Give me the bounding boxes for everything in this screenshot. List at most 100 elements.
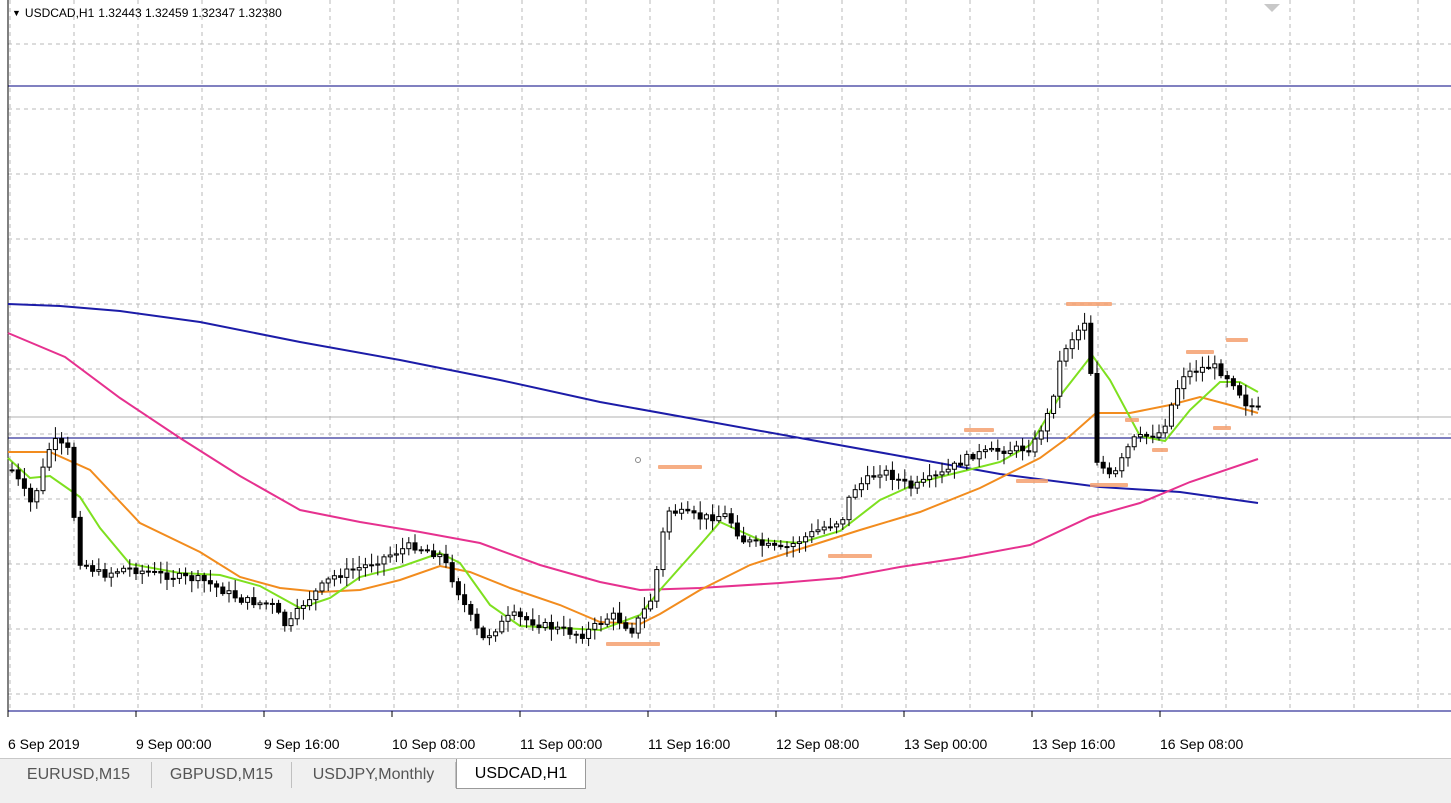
- x-axis-label: 13 Sep 16:00: [1032, 736, 1116, 752]
- candle-body: [133, 567, 139, 575]
- candle-body: [945, 468, 951, 473]
- candle-body: [586, 628, 592, 639]
- price-label-mark: [658, 465, 702, 469]
- candle-body: [555, 626, 561, 630]
- candle-body: [697, 512, 703, 520]
- chart-header: ▼ USDCAD,H1 1.32443 1.32459 1.32347 1.32…: [12, 6, 282, 20]
- candle-body: [1020, 445, 1026, 452]
- tab-usdcad-h1[interactable]: USDCAD,H1: [456, 759, 586, 789]
- chart-canvas[interactable]: 6 Sep 2019 9 Sep 00:00 9 Sep 16:00 10 Sep 0…: [0, 0, 1451, 760]
- candle-body: [598, 622, 604, 625]
- candle-body: [610, 612, 616, 620]
- candle-body: [548, 621, 554, 630]
- candle-body: [307, 599, 313, 607]
- candle-body: [796, 541, 802, 545]
- candle-body: [437, 553, 443, 558]
- candle-body: [263, 602, 269, 605]
- candle-body: [1113, 470, 1119, 475]
- tab-usdjpy-monthly[interactable]: USDJPY,Monthly: [292, 762, 456, 788]
- candle-body: [1007, 450, 1013, 454]
- candle-body: [995, 447, 1001, 452]
- candle-body: [592, 622, 598, 630]
- candle-body: [815, 529, 821, 533]
- candle-body: [920, 478, 926, 483]
- candle-body: [288, 618, 294, 627]
- chart-grid: [8, 0, 1451, 711]
- candle-body: [933, 474, 939, 477]
- candle-body: [964, 453, 970, 466]
- candle-body: [276, 602, 282, 613]
- candle-body: [21, 478, 27, 489]
- candle-body: [852, 489, 858, 498]
- candle-body: [573, 633, 579, 636]
- price-label-mark: [1226, 338, 1248, 342]
- candle-body: [871, 475, 877, 478]
- candle-body: [139, 570, 145, 575]
- candle-body: [158, 570, 164, 574]
- x-axis-label: 13 Sep 00:00: [904, 736, 988, 752]
- candle-body: [226, 590, 232, 595]
- candle-body: [1088, 322, 1094, 374]
- x-axis-label: 11 Sep 16:00: [648, 736, 730, 752]
- candle-body: [1044, 412, 1050, 432]
- candle-body: [536, 624, 542, 629]
- price-label-mark: [1016, 479, 1048, 483]
- candle-body: [517, 611, 523, 618]
- candle-body: [1206, 366, 1212, 369]
- candle-body: [313, 590, 319, 601]
- candle-body: [83, 564, 89, 567]
- candle-body: [623, 622, 629, 629]
- candle-body: [511, 611, 517, 616]
- candle-body: [468, 604, 474, 615]
- candle-body: [896, 478, 902, 481]
- candle-body: [716, 516, 722, 522]
- price-label-mark: [1186, 350, 1214, 354]
- tab-eurusd-m15[interactable]: EURUSD,M15: [6, 762, 152, 788]
- candle-body: [356, 567, 362, 571]
- candle-body: [300, 605, 306, 609]
- candle-body: [1249, 405, 1255, 408]
- candle-body: [15, 469, 21, 480]
- x-axis-label: 9 Sep 00:00: [136, 736, 212, 752]
- candle-body: [344, 568, 350, 578]
- candle-body: [710, 514, 716, 522]
- candle-body: [338, 575, 344, 578]
- candle-body: [232, 590, 238, 599]
- tab-gbpusd-m15[interactable]: GBPUSD,M15: [152, 762, 292, 788]
- candle-body: [1137, 434, 1143, 438]
- candle-body: [294, 607, 300, 620]
- candle-body: [821, 526, 827, 531]
- candle-body: [604, 618, 610, 625]
- candle-body: [1156, 432, 1162, 438]
- x-axis-label: 12 Sep 08:00: [776, 736, 860, 752]
- candle-body: [902, 478, 908, 482]
- candle-body: [1131, 436, 1137, 448]
- candle-body: [1230, 378, 1236, 387]
- chart-shift-marker-icon[interactable]: [1264, 4, 1280, 12]
- triangle-down-icon[interactable]: ▼: [12, 8, 21, 18]
- candle-body: [728, 513, 734, 524]
- candle-body: [245, 597, 251, 603]
- candle-body: [524, 616, 530, 621]
- candle-body: [1063, 348, 1069, 362]
- candle-body: [827, 526, 833, 529]
- candle-body: [369, 564, 375, 567]
- price-label-mark: [1152, 448, 1168, 452]
- chart-tab-bar: EURUSD,M15 GBPUSD,M15 USDJPY,Monthly USD…: [0, 758, 1451, 803]
- candle-body: [666, 510, 672, 533]
- candle-body: [195, 575, 201, 582]
- candle-body: [319, 582, 325, 592]
- candle-body: [703, 514, 709, 520]
- candle-body: [679, 508, 685, 514]
- chart-area[interactable]: 6 Sep 2019 9 Sep 00:00 9 Sep 16:00 10 Sep 0…: [0, 0, 1451, 760]
- candle-body: [362, 564, 368, 569]
- candle-body: [889, 469, 895, 480]
- candle-body: [1199, 366, 1205, 373]
- candle-body: [431, 550, 437, 558]
- candle-body: [1150, 435, 1156, 438]
- candle-body: [282, 611, 288, 627]
- candle-body: [46, 449, 52, 468]
- candle-body: [176, 572, 182, 579]
- candle-body: [257, 602, 263, 606]
- candle-body: [381, 556, 387, 565]
